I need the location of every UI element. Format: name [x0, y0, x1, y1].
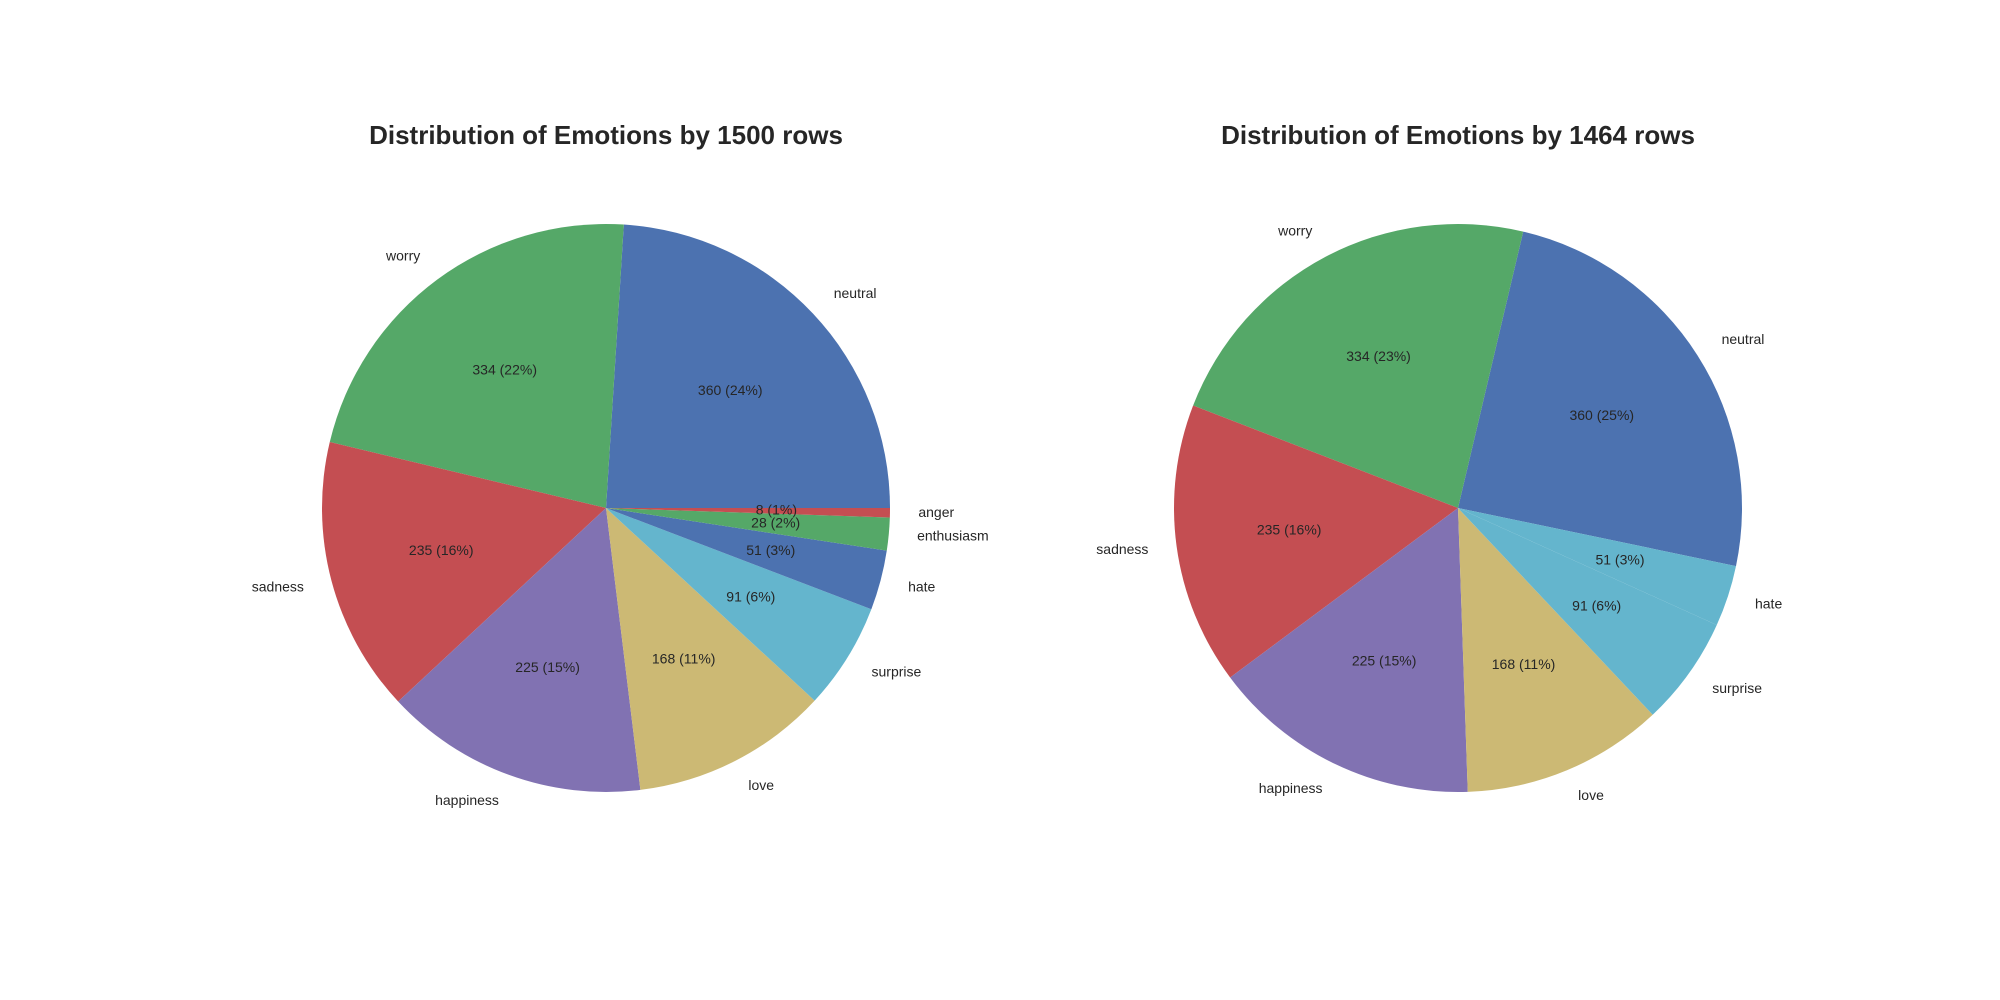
value-label-happiness: 225 (15%)	[515, 659, 580, 675]
slice-label-neutral: neutral	[834, 285, 877, 301]
pie-slice-happiness	[1230, 508, 1468, 792]
value-label-hate: 51 (3%)	[1595, 552, 1644, 568]
slice-label-neutral: neutral	[1722, 331, 1765, 347]
pie-slice-sadness	[1173, 405, 1458, 678]
slice-label-happiness: happiness	[435, 792, 499, 808]
value-label-love: 168 (11%)	[1492, 656, 1556, 672]
value-label-hate: 51 (3%)	[746, 542, 795, 558]
slice-label-hate: hate	[908, 578, 935, 594]
slice-label-anger: anger	[918, 504, 954, 520]
value-label-worry: 334 (23%)	[1346, 348, 1411, 364]
pie-slice-surprise	[606, 508, 872, 701]
slice-label-sadness: sadness	[1096, 541, 1148, 557]
value-label-neutral: 360 (24%)	[698, 382, 763, 398]
slice-label-surprise: surprise	[1712, 680, 1762, 696]
slice-label-hate: hate	[1755, 596, 1782, 612]
value-label-enthusiasm: 28 (2%)	[751, 514, 800, 530]
pie-slice-neutral	[1458, 231, 1742, 567]
pie-slice-love	[606, 508, 815, 790]
slice-label-worry: worry	[1277, 222, 1312, 238]
pie-slice-hate	[606, 508, 887, 610]
value-label-surprise: 91 (6%)	[1572, 598, 1621, 614]
chart-title-right: Distribution of Emotions by 1464 rows	[1221, 120, 1695, 150]
slice-label-sadness: sadness	[252, 578, 304, 594]
pie-slice-enthusiasm	[606, 508, 890, 551]
slice-label-love: love	[1578, 787, 1604, 803]
value-label-happiness: 225 (15%)	[1352, 652, 1417, 668]
slice-label-happiness: happiness	[1259, 780, 1323, 796]
pie-slice-sadness	[322, 441, 606, 702]
value-label-sadness: 235 (16%)	[1257, 522, 1322, 538]
pie-slice-happiness	[398, 508, 641, 792]
pie-slice-neutral	[606, 224, 890, 508]
slice-label-enthusiasm: enthusiasm	[917, 527, 989, 543]
value-label-worry: 334 (22%)	[472, 362, 537, 378]
pie-slice-hate	[1458, 508, 1736, 626]
value-label-surprise: 91 (6%)	[726, 588, 775, 604]
value-label-anger: 8 (1%)	[756, 502, 797, 518]
pie-slice-worry	[329, 224, 624, 508]
pie-slice-love	[1458, 508, 1653, 792]
slice-label-love: love	[748, 777, 774, 793]
value-label-sadness: 235 (16%)	[409, 542, 474, 558]
pie-slice-worry	[1193, 223, 1524, 508]
value-label-love: 168 (11%)	[652, 650, 716, 666]
value-label-neutral: 360 (25%)	[1569, 407, 1634, 423]
pie-chart-left: Distribution of Emotions by 1500 rows ne…	[252, 120, 989, 808]
slice-label-worry: worry	[385, 248, 420, 264]
pie-chart-right: Distribution of Emotions by 1464 rows ne…	[1096, 120, 1782, 803]
pie-slice-anger	[606, 508, 890, 518]
slice-label-surprise: surprise	[872, 663, 922, 679]
chart-title-left: Distribution of Emotions by 1500 rows	[369, 120, 843, 150]
pie-slice-surprise	[1458, 508, 1717, 715]
